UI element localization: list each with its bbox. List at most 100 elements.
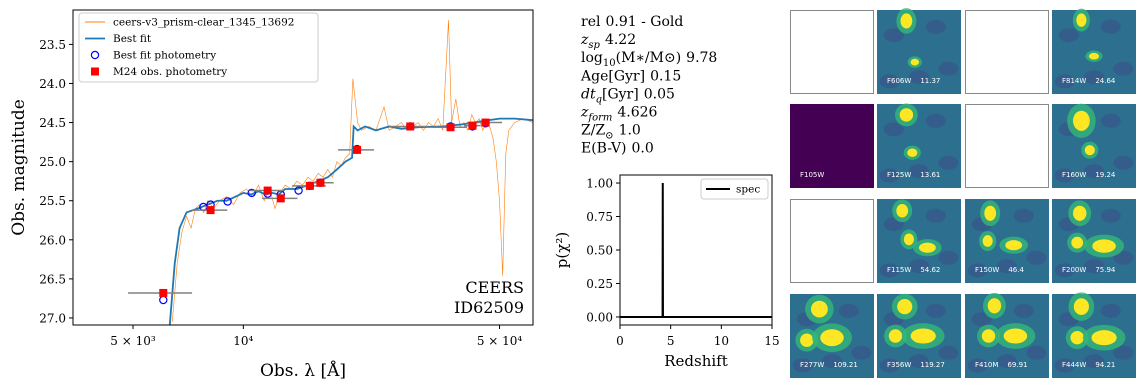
property-sub: 10 [603, 58, 616, 69]
empty-cutout [790, 199, 874, 283]
y-tick-label: 27.0 [39, 311, 66, 325]
noise [822, 354, 842, 369]
property-sub: form [587, 113, 612, 124]
noise [938, 345, 959, 360]
plot-area [620, 183, 772, 318]
cutout-filter: F105W [800, 171, 824, 179]
cutout-snr: 69.91 [1007, 361, 1027, 369]
cutout-filter: F125W [887, 171, 911, 179]
cutout-label: F606W 11.37 [887, 77, 940, 85]
x-tick-label: 10⁴ [233, 334, 253, 348]
source [1091, 330, 1117, 346]
photometry-point [468, 121, 477, 130]
source [897, 299, 913, 315]
cutout-label: F115W 54.62 [887, 266, 940, 274]
noise [1058, 28, 1079, 43]
series-line [620, 183, 772, 318]
property-value: 0.0 [632, 141, 654, 157]
y-tick-label: 23.5 [39, 38, 66, 52]
source [907, 148, 918, 157]
noise [997, 259, 1017, 274]
photometry-point [406, 122, 415, 131]
source [1088, 52, 1100, 60]
photometry-point [223, 197, 232, 206]
noise [925, 19, 946, 34]
property-rest: (M∗/M⊙) [616, 50, 682, 66]
cutout-snr: 109.21 [833, 361, 858, 369]
source [1092, 239, 1116, 253]
property-sub: q [596, 94, 602, 105]
property-line: Z/Z⊙ 1.0 [581, 123, 641, 142]
noise [879, 358, 900, 373]
noise [1113, 61, 1134, 76]
y-tick-label: 24.0 [39, 77, 66, 91]
noise [879, 263, 900, 278]
cutout-filter: F814W [1062, 77, 1086, 85]
noise [909, 259, 929, 274]
noise [925, 303, 946, 318]
legend-box [78, 12, 319, 83]
source [888, 329, 903, 343]
source [1073, 110, 1090, 131]
source [1070, 330, 1084, 345]
source [896, 204, 909, 218]
empty-cutout [965, 10, 1049, 94]
x-tick-label: 10 [714, 334, 729, 348]
noise [879, 74, 900, 89]
y-tick-label: 25.0 [39, 155, 66, 169]
noise [883, 122, 904, 137]
property-line: rel 0.91 - Gold [581, 14, 683, 30]
property-sub: sp [588, 40, 600, 51]
cutout-label: F160W 19.24 [1062, 171, 1116, 179]
plot-area [128, 20, 533, 325]
source [811, 300, 828, 318]
source [1076, 13, 1087, 27]
noise [1054, 263, 1075, 278]
source [987, 298, 1002, 314]
y-tick-label: 26.5 [39, 272, 66, 286]
x-tick-label: 0 [616, 334, 624, 348]
legend-box [700, 178, 769, 200]
cutout-label: F125W 13.61 [887, 171, 940, 179]
noise [938, 155, 959, 170]
noise [909, 164, 929, 179]
x-tick-label: 5 × 10⁴ [477, 334, 523, 348]
noise [1113, 250, 1134, 265]
cutout-label: F356W 119.27 [887, 361, 945, 369]
noise [1084, 259, 1104, 274]
noise [1100, 303, 1121, 318]
noise [1054, 74, 1075, 89]
photometry-point [446, 123, 455, 132]
y-tick-label: 0.50 [586, 244, 613, 258]
source [984, 205, 997, 221]
cutout-label: F150W 46.4 [975, 266, 1024, 274]
noise [1054, 168, 1075, 183]
source [1003, 328, 1028, 344]
noise [1013, 303, 1034, 318]
annotation: ID62509 [454, 298, 524, 317]
property-line: zsp 4.22 [580, 32, 636, 51]
noise [1084, 164, 1104, 179]
noise [967, 263, 988, 278]
photometry-point [263, 186, 272, 195]
noise [925, 208, 946, 223]
property-line: dtq[Gyr] 0.05 [581, 86, 675, 105]
y-tick-label: 24.5 [39, 116, 66, 130]
noise [1113, 345, 1134, 360]
y-tick-label: 25.5 [39, 194, 66, 208]
photometry-point [159, 295, 168, 305]
photometry-point [481, 118, 490, 127]
axes-frame [619, 174, 773, 326]
y-axis-label: Obs. magnitude [9, 99, 29, 236]
cutout-snr: 13.61 [920, 171, 940, 179]
legend-label: Best fit photometry [113, 50, 216, 62]
noise [925, 113, 946, 128]
noise [967, 358, 988, 373]
empty-cutout [790, 10, 874, 94]
property-label: rel [581, 14, 601, 30]
photometry-point [294, 186, 303, 195]
y-tick-label: 1.00 [586, 177, 613, 191]
cutout-filter: F160W [1062, 171, 1086, 179]
cutout-filter: F277W [800, 361, 824, 369]
